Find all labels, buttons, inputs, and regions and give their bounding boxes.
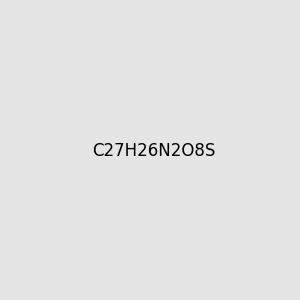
Text: C27H26N2O8S: C27H26N2O8S <box>92 142 215 160</box>
